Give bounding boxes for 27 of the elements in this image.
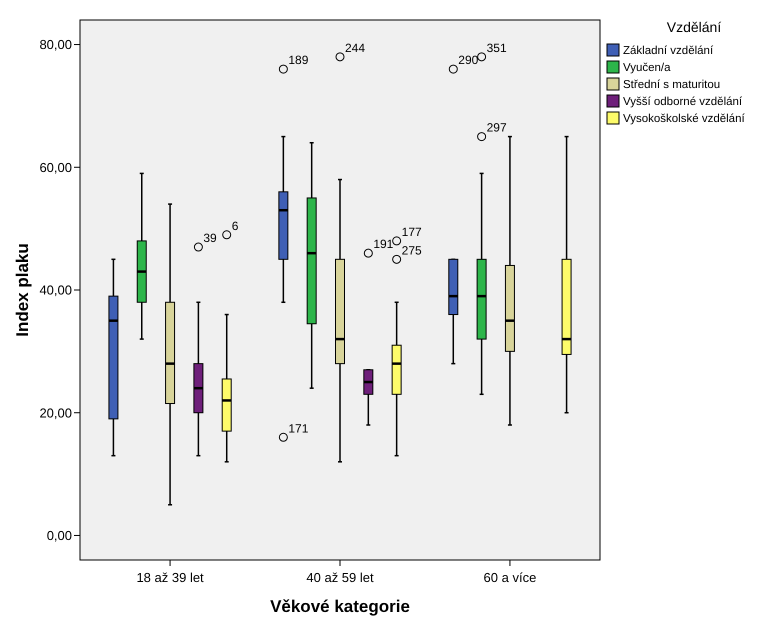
annotation: 297 [486,120,507,135]
y-tick-label: 20,00 [39,405,72,420]
annotation: 244 [345,40,366,55]
y-tick-label: 0,00 [46,528,72,544]
annotation: 275 [402,243,422,258]
legend-label: Základní vzdělání [623,45,714,58]
annotation: 177 [402,224,422,239]
annotation: 191 [373,237,394,252]
legend-label: Střední s maturitou [623,79,720,92]
y-tick-label: 40,00 [39,282,72,298]
y-tick-label: 60,00 [39,160,72,175]
annotation: 351 [486,40,507,55]
legend-label: Vyšší odborné vzdělání [623,96,743,108]
legend-label: Vysokoškolské vzdělání [623,113,746,126]
legend-title: Vzdělání [666,19,722,35]
annotation: 6 [232,218,239,233]
y-axis-title: Index plaku [13,243,32,337]
x-tick-label: 60 a více [484,570,536,585]
annotation: 39 [203,231,218,246]
annotation: 290 [458,53,479,68]
x-tick-label: 40 až 59 let [306,570,374,585]
annotation: 171 [288,421,309,436]
x-axis-title: Věkové kategorie [270,597,410,616]
x-tick-label: 18 až 39 let [136,570,204,585]
y-tick-label: 80,00 [39,37,72,52]
legend-label: Vyučen/a [623,62,672,74]
annotation: 189 [288,53,309,68]
